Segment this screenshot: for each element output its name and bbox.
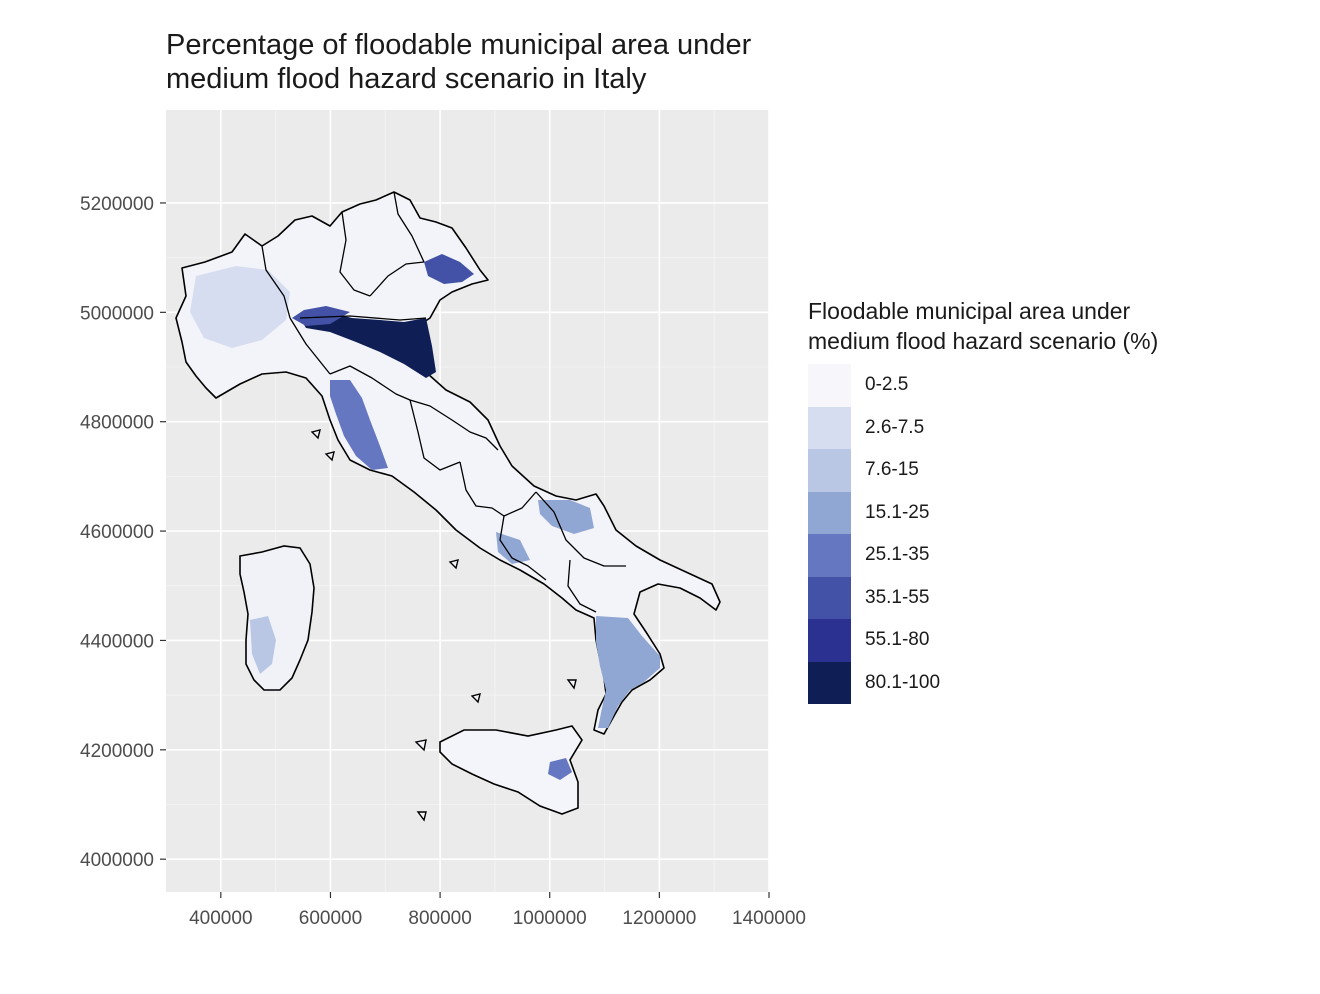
- y-tick-label: 4200000: [80, 741, 154, 762]
- legend-swatch: [808, 619, 851, 662]
- legend-label: 15.1-25: [865, 501, 930, 523]
- x-axis: 400000 600000 800000 1000000 1200000 1400000: [189, 892, 806, 929]
- legend-item: 25.1-35: [808, 534, 1158, 577]
- legend-title-line-2: medium flood hazard scenario (%): [808, 328, 1159, 354]
- italy-choropleth: [175, 191, 721, 822]
- y-tick-label: 4800000: [80, 413, 154, 434]
- legend-swatch: [808, 491, 851, 534]
- tuscany-flood-area: [330, 380, 388, 470]
- campania-flood-area: [496, 532, 530, 564]
- legend-swatch: [808, 406, 851, 449]
- y-tick-label: 5200000: [80, 194, 154, 215]
- regional-boundaries: [261, 191, 626, 613]
- x-tick-label: 1400000: [732, 908, 806, 929]
- venice-flood-area: [424, 254, 474, 284]
- y-tick-label: 5000000: [80, 303, 154, 324]
- po-delta-flood-area: [300, 312, 436, 378]
- x-tick-label: 800000: [408, 908, 471, 929]
- legend-swatch: [808, 449, 851, 492]
- calabria-flood-area: [596, 616, 660, 728]
- y-tick-label: 4600000: [80, 522, 154, 543]
- sardinia-flood-area: [250, 616, 276, 674]
- chart-title-line-2: medium flood hazard scenario in Italy: [166, 63, 647, 95]
- legend-swatch: [808, 661, 851, 704]
- small-islands: [310, 429, 577, 822]
- po-valley-flood-area: [292, 306, 350, 326]
- legend-item: 2.6-7.5: [808, 406, 1158, 449]
- legend-item: 55.1-80: [808, 619, 1158, 662]
- puglia-flood-area: [538, 500, 594, 534]
- sicily: [439, 725, 583, 815]
- legend-title-line-1: Floodable municipal area under: [808, 298, 1131, 324]
- legend-swatch: [808, 534, 851, 577]
- x-tick-label: 400000: [189, 908, 252, 929]
- y-tick-label: 4400000: [80, 631, 154, 652]
- legend-item: 15.1-25: [808, 491, 1158, 534]
- legend-swatch: [808, 364, 851, 407]
- piedmont-flood-area: [190, 266, 290, 348]
- legend-label: 25.1-35: [865, 544, 930, 566]
- legend-keys: 0-2.5 2.6-7.5 7.6-15 15.1-25 25.1-35 35.1-55 5…: [808, 364, 1158, 704]
- legend-item: 7.6-15: [808, 449, 1158, 492]
- legend-title: Floodable municipal area under medium fl…: [808, 296, 1158, 356]
- legend-swatch: [808, 576, 851, 619]
- legend-item: 80.1-100: [808, 661, 1158, 704]
- y-axis: 4000000 4200000 4400000 4600000 4800000 50000…: [80, 194, 166, 871]
- x-tick-label: 1000000: [513, 908, 587, 929]
- legend: Floodable municipal area under medium fl…: [808, 296, 1158, 704]
- legend-label: 80.1-100: [865, 671, 941, 693]
- legend-label: 2.6-7.5: [865, 416, 925, 438]
- sicily-flood-area: [548, 758, 572, 780]
- legend-label: 7.6-15: [865, 459, 919, 481]
- y-tick-label: 4000000: [80, 850, 154, 871]
- chart-title-line-1: Percentage of floodable municipal area u…: [166, 29, 752, 61]
- legend-label: 35.1-55: [865, 586, 930, 608]
- x-tick-label: 600000: [299, 908, 362, 929]
- chart-title: Percentage of floodable municipal area u…: [166, 28, 886, 96]
- x-tick-label: 1200000: [622, 908, 696, 929]
- legend-item: 0-2.5: [808, 364, 1158, 407]
- legend-label: 55.1-80: [865, 629, 930, 651]
- legend-item: 35.1-55: [808, 576, 1158, 619]
- legend-label: 0-2.5: [865, 374, 909, 396]
